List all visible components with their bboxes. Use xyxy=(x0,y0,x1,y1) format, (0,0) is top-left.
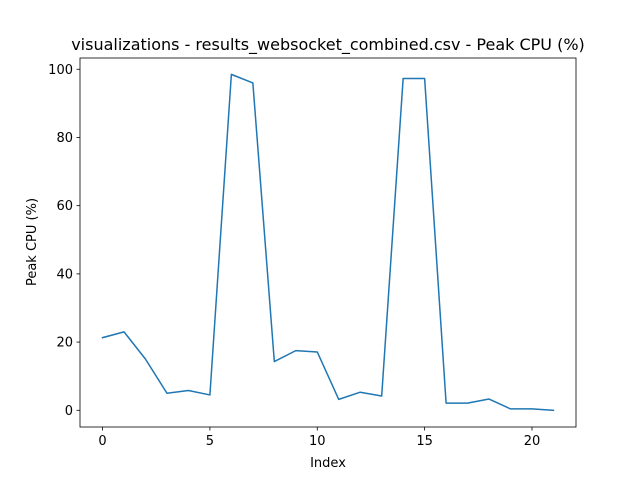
x-tick-label: 10 xyxy=(309,434,326,449)
y-axis-label: Peak CPU (%) xyxy=(25,198,40,286)
chart-title: visualizations - results_websocket_combi… xyxy=(71,35,585,55)
series-line xyxy=(101,73,555,412)
y-tick-label: 0 xyxy=(65,404,73,419)
x-tick-label: 0 xyxy=(98,434,106,449)
x-axis-label: Index xyxy=(310,456,346,471)
x-tick-label: 15 xyxy=(416,434,433,449)
y-tick-label: 20 xyxy=(56,336,73,351)
x-tick-label: 20 xyxy=(524,434,541,449)
y-tick-label: 100 xyxy=(48,63,73,78)
y-tick-label: 60 xyxy=(56,199,73,214)
y-tick-label: 40 xyxy=(56,267,73,282)
plot-frame xyxy=(79,57,577,428)
plot-area: 0 5 10 15 20 0 20 40 60 80 100 xyxy=(48,57,577,449)
y-tick-label: 80 xyxy=(56,131,73,146)
x-tick-label: 5 xyxy=(206,434,214,449)
